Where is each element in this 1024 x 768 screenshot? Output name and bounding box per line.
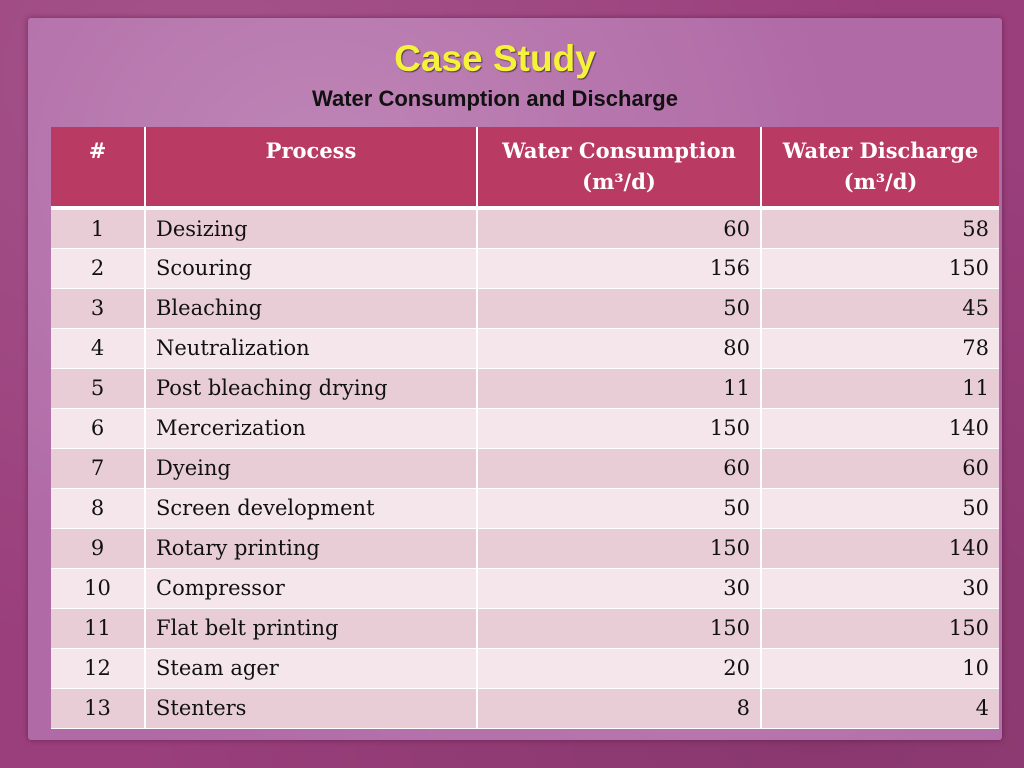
table-row: 11 Flat belt printing 150 150	[51, 608, 999, 649]
cell-consumption: 60	[477, 448, 762, 489]
cell-discharge: 78	[761, 328, 999, 369]
table-row: 9 Rotary printing 150 140	[51, 528, 999, 569]
cell-discharge: 4	[761, 688, 999, 729]
cell-number: 3	[51, 288, 146, 329]
cell-process: Stenters	[145, 688, 478, 729]
cell-discharge: 50	[761, 488, 999, 529]
cell-number: 13	[51, 688, 146, 729]
cell-process: Rotary printing	[145, 528, 478, 569]
table-header-row: # Process Water Consumption (m³/d) Water…	[51, 127, 999, 210]
table-row: 8 Screen development 50 50	[51, 488, 999, 529]
cell-discharge: 58	[761, 208, 999, 249]
table-row: 6 Mercerization 150 140	[51, 408, 999, 449]
cell-consumption: 150	[477, 608, 762, 649]
header-number: #	[51, 127, 146, 210]
table-row: 4 Neutralization 80 78	[51, 328, 999, 369]
cell-discharge: 60	[761, 448, 999, 489]
cell-process: Steam ager	[145, 648, 478, 689]
cell-discharge: 140	[761, 528, 999, 569]
header-process: Process	[145, 127, 478, 210]
slide-title: Case Study	[394, 38, 596, 79]
cell-discharge: 11	[761, 368, 999, 409]
table-row: 5 Post bleaching drying 11 11	[51, 368, 999, 409]
table-row: 3 Bleaching 50 45	[51, 288, 999, 329]
cell-process: Bleaching	[145, 288, 478, 329]
cell-number: 1	[51, 208, 146, 249]
cell-number: 5	[51, 368, 146, 409]
cell-discharge: 10	[761, 648, 999, 689]
cell-consumption: 11	[477, 368, 762, 409]
cell-consumption: 50	[477, 288, 762, 329]
cell-process: Mercerization	[145, 408, 478, 449]
cell-discharge: 150	[761, 608, 999, 649]
table-row: 13 Stenters 8 4	[51, 688, 999, 729]
cell-number: 7	[51, 448, 146, 489]
cell-process: Compressor	[145, 568, 478, 609]
cell-discharge: 140	[761, 408, 999, 449]
table-row: 12 Steam ager 20 10	[51, 648, 999, 689]
table-body: 1 Desizing 60 58 2 Scouring 156 150 3 Bleaching 50…	[51, 208, 999, 729]
cell-process: Neutralization	[145, 328, 478, 369]
cell-discharge: 30	[761, 568, 999, 609]
cell-consumption: 60	[477, 208, 762, 249]
cell-consumption: 80	[477, 328, 762, 369]
cell-process: Screen development	[145, 488, 478, 529]
cell-consumption: 156	[477, 248, 762, 289]
cell-number: 10	[51, 568, 146, 609]
cell-process: Dyeing	[145, 448, 478, 489]
header-water-consumption: Water Consumption (m³/d)	[477, 127, 762, 210]
cell-number: 2	[51, 248, 146, 289]
cell-consumption: 150	[477, 408, 762, 449]
table-row: 2 Scouring 156 150	[51, 248, 999, 289]
header-water-discharge: Water Discharge (m³/d)	[761, 127, 999, 210]
table-row: 1 Desizing 60 58	[51, 208, 999, 249]
cell-consumption: 30	[477, 568, 762, 609]
cell-consumption: 150	[477, 528, 762, 569]
cell-process: Flat belt printing	[145, 608, 478, 649]
water-table: # Process Water Consumption (m³/d) Water…	[51, 127, 999, 729]
cell-consumption: 50	[477, 488, 762, 529]
cell-discharge: 45	[761, 288, 999, 329]
cell-process: Scouring	[145, 248, 478, 289]
cell-consumption: 20	[477, 648, 762, 689]
cell-number: 11	[51, 608, 146, 649]
cell-number: 4	[51, 328, 146, 369]
table-row: 7 Dyeing 60 60	[51, 448, 999, 489]
slide-subtitle: Water Consumption and Discharge	[312, 86, 678, 111]
table-row: 10 Compressor 30 30	[51, 568, 999, 609]
cell-process: Desizing	[145, 208, 478, 249]
cell-consumption: 8	[477, 688, 762, 729]
cell-number: 9	[51, 528, 146, 569]
cell-process: Post bleaching drying	[145, 368, 478, 409]
cell-discharge: 150	[761, 248, 999, 289]
cell-number: 8	[51, 488, 146, 529]
cell-number: 12	[51, 648, 146, 689]
cell-number: 6	[51, 408, 146, 449]
